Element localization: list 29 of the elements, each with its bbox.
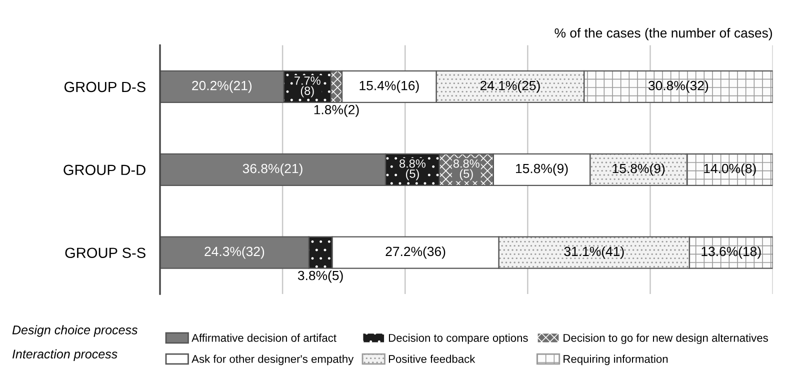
data-label: 36.8%(21): [242, 164, 302, 176]
data-label: 15.4%(16): [360, 80, 419, 93]
data-label: 1.8%(2): [314, 104, 359, 117]
y-tick-label: GROUP D-S: [64, 82, 146, 92]
chart-subtitle: % of the cases (the number of cases): [554, 28, 772, 40]
legend-label: Requiring information: [564, 354, 668, 366]
data-label: 24.1%(25): [480, 80, 540, 93]
data-label: 24.3%(32): [204, 246, 264, 259]
legend-label: Affirmative decision of artifact: [192, 334, 336, 342]
data-label: 14.0%(8): [704, 164, 756, 176]
data-label: 15.8%(9): [516, 164, 568, 176]
legend-label: Decision to go for new design alternatives: [564, 334, 768, 344]
data-label: 13.6%(18): [702, 246, 761, 259]
data-label: 15.8%(9): [612, 164, 665, 176]
y-tick-label: GROUP D-D: [64, 164, 146, 176]
y-tick-label: GROUP S-S: [65, 248, 146, 258]
data-label: 8.8%(5): [453, 159, 480, 180]
legend-label: Ask for other designer's empathy: [192, 354, 354, 366]
data-label: 30.8%(32): [648, 80, 708, 93]
data-label: 7.7%(8): [294, 76, 320, 98]
legend-label: Decision to compare options: [388, 334, 528, 344]
text: Design choice process: [12, 325, 138, 337]
data-label: 3.8%(5): [298, 270, 343, 283]
data-label: 27.2%(36): [386, 246, 446, 259]
data-label: 20.2%(21): [192, 80, 252, 93]
legend-label: Positive feedback: [388, 354, 476, 363]
data-label: 31.1%(41): [564, 246, 624, 259]
text: Interaction process: [12, 349, 118, 361]
data-label: 8.8%(5): [400, 159, 426, 180]
